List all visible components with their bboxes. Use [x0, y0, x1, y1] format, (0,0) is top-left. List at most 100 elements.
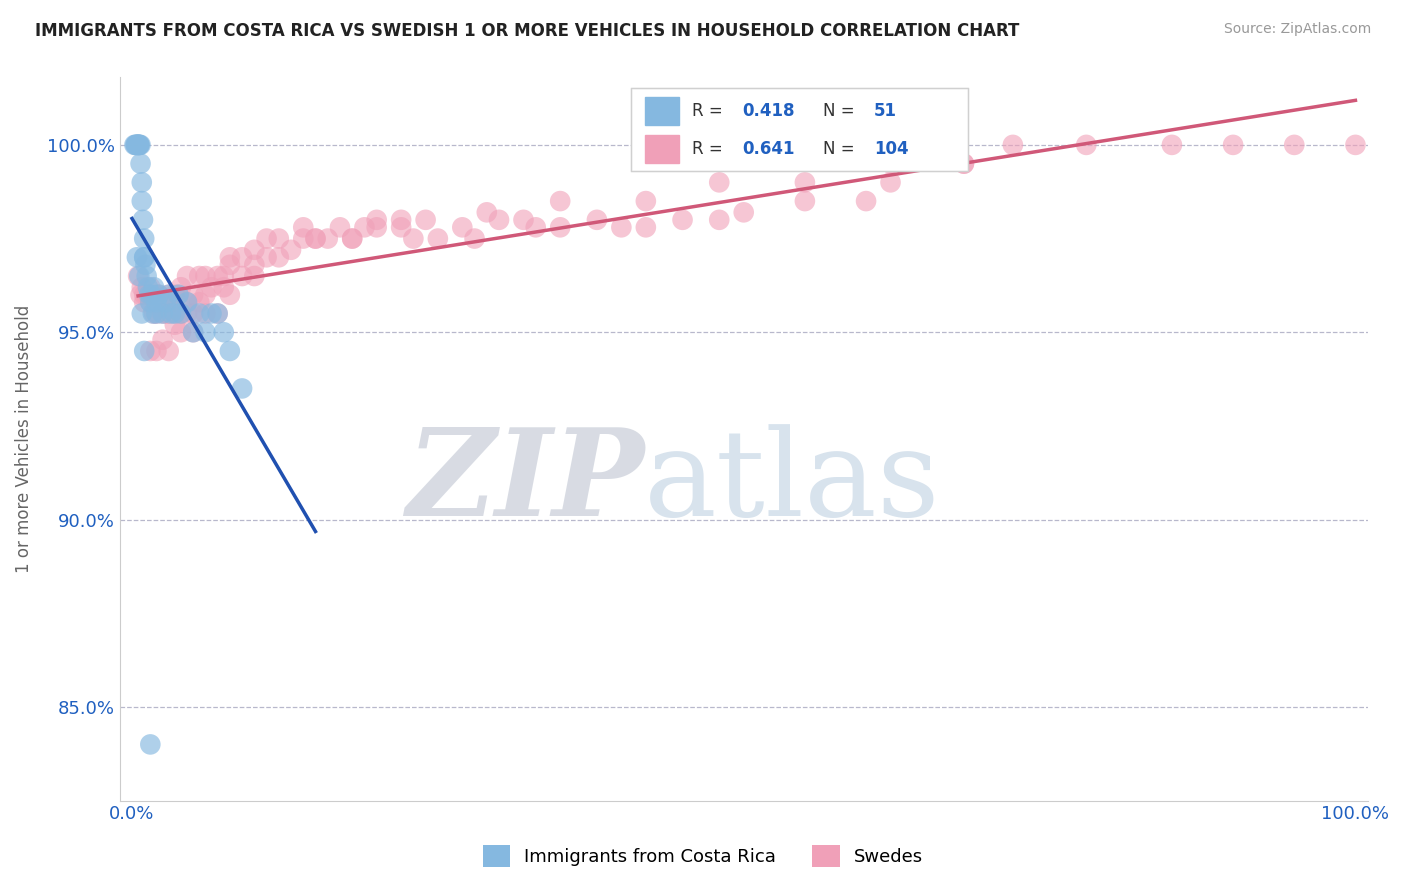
- Point: [152, 333, 174, 347]
- Point: [634, 194, 657, 208]
- Point: [134, 250, 156, 264]
- Point: [170, 306, 193, 320]
- Point: [1076, 137, 1098, 152]
- Point: [125, 137, 148, 152]
- Point: [128, 268, 150, 283]
- Point: [231, 268, 253, 283]
- Point: [163, 306, 186, 320]
- Point: [181, 325, 204, 339]
- Point: [329, 220, 352, 235]
- Point: [1161, 137, 1184, 152]
- Point: [170, 325, 193, 339]
- Point: [207, 306, 229, 320]
- Point: [129, 287, 152, 301]
- Point: [194, 287, 217, 301]
- Point: [231, 250, 253, 264]
- Point: [634, 220, 657, 235]
- Point: [131, 175, 153, 189]
- Point: [366, 220, 388, 235]
- Point: [134, 250, 156, 264]
- Point: [207, 268, 229, 283]
- Point: [793, 175, 815, 189]
- Point: [188, 295, 211, 310]
- Point: [128, 137, 150, 152]
- Point: [267, 231, 290, 245]
- Point: [389, 220, 412, 235]
- Point: [124, 137, 146, 152]
- Point: [1222, 137, 1244, 152]
- Point: [218, 343, 240, 358]
- Text: Source: ZipAtlas.com: Source: ZipAtlas.com: [1223, 22, 1371, 37]
- Point: [200, 306, 222, 320]
- Point: [212, 280, 235, 294]
- Point: [181, 287, 204, 301]
- Point: [124, 137, 146, 152]
- Point: [267, 250, 290, 264]
- Point: [915, 137, 938, 152]
- Text: IMMIGRANTS FROM COSTA RICA VS SWEDISH 1 OR MORE VEHICLES IN HOUSEHOLD CORRELATIO: IMMIGRANTS FROM COSTA RICA VS SWEDISH 1 …: [35, 22, 1019, 40]
- Point: [200, 280, 222, 294]
- Point: [366, 212, 388, 227]
- Point: [426, 231, 449, 245]
- Point: [194, 306, 217, 320]
- Point: [134, 287, 156, 301]
- Y-axis label: 1 or more Vehicles in Household: 1 or more Vehicles in Household: [15, 305, 32, 574]
- Point: [160, 306, 183, 320]
- Point: [135, 268, 157, 283]
- Point: [733, 205, 755, 219]
- Point: [135, 287, 157, 301]
- Point: [143, 306, 166, 320]
- Point: [188, 268, 211, 283]
- Point: [194, 325, 217, 339]
- Point: [152, 306, 174, 320]
- Point: [212, 325, 235, 339]
- Point: [953, 156, 976, 170]
- Point: [353, 220, 375, 235]
- Legend: Immigrants from Costa Rica, Swedes: Immigrants from Costa Rica, Swedes: [475, 838, 931, 874]
- Point: [139, 295, 162, 310]
- Point: [167, 287, 190, 301]
- Point: [157, 306, 180, 320]
- Point: [163, 306, 186, 320]
- Point: [155, 306, 177, 320]
- Point: [167, 287, 190, 301]
- Point: [170, 280, 193, 294]
- Point: [131, 194, 153, 208]
- Point: [243, 243, 266, 257]
- Point: [855, 194, 877, 208]
- Point: [176, 268, 198, 283]
- Point: [127, 137, 149, 152]
- Point: [256, 231, 278, 245]
- Point: [145, 306, 167, 320]
- Point: [134, 343, 156, 358]
- Point: [176, 295, 198, 310]
- Point: [134, 258, 156, 272]
- Point: [139, 343, 162, 358]
- Point: [163, 287, 186, 301]
- Point: [134, 295, 156, 310]
- Point: [148, 287, 170, 301]
- Point: [141, 287, 163, 301]
- Point: [512, 212, 534, 227]
- Point: [127, 137, 149, 152]
- Point: [415, 212, 437, 227]
- Point: [145, 306, 167, 320]
- Point: [145, 295, 167, 310]
- Point: [157, 287, 180, 301]
- Point: [402, 231, 425, 245]
- Point: [128, 137, 150, 152]
- Text: ZIP: ZIP: [406, 423, 644, 541]
- Point: [389, 212, 412, 227]
- Point: [218, 258, 240, 272]
- Point: [342, 231, 364, 245]
- Point: [176, 295, 198, 310]
- Point: [304, 231, 326, 245]
- Point: [1344, 137, 1367, 152]
- Point: [125, 250, 148, 264]
- Point: [176, 306, 198, 320]
- Point: [160, 295, 183, 310]
- Point: [134, 231, 156, 245]
- Point: [548, 194, 571, 208]
- Point: [548, 220, 571, 235]
- Point: [181, 306, 204, 320]
